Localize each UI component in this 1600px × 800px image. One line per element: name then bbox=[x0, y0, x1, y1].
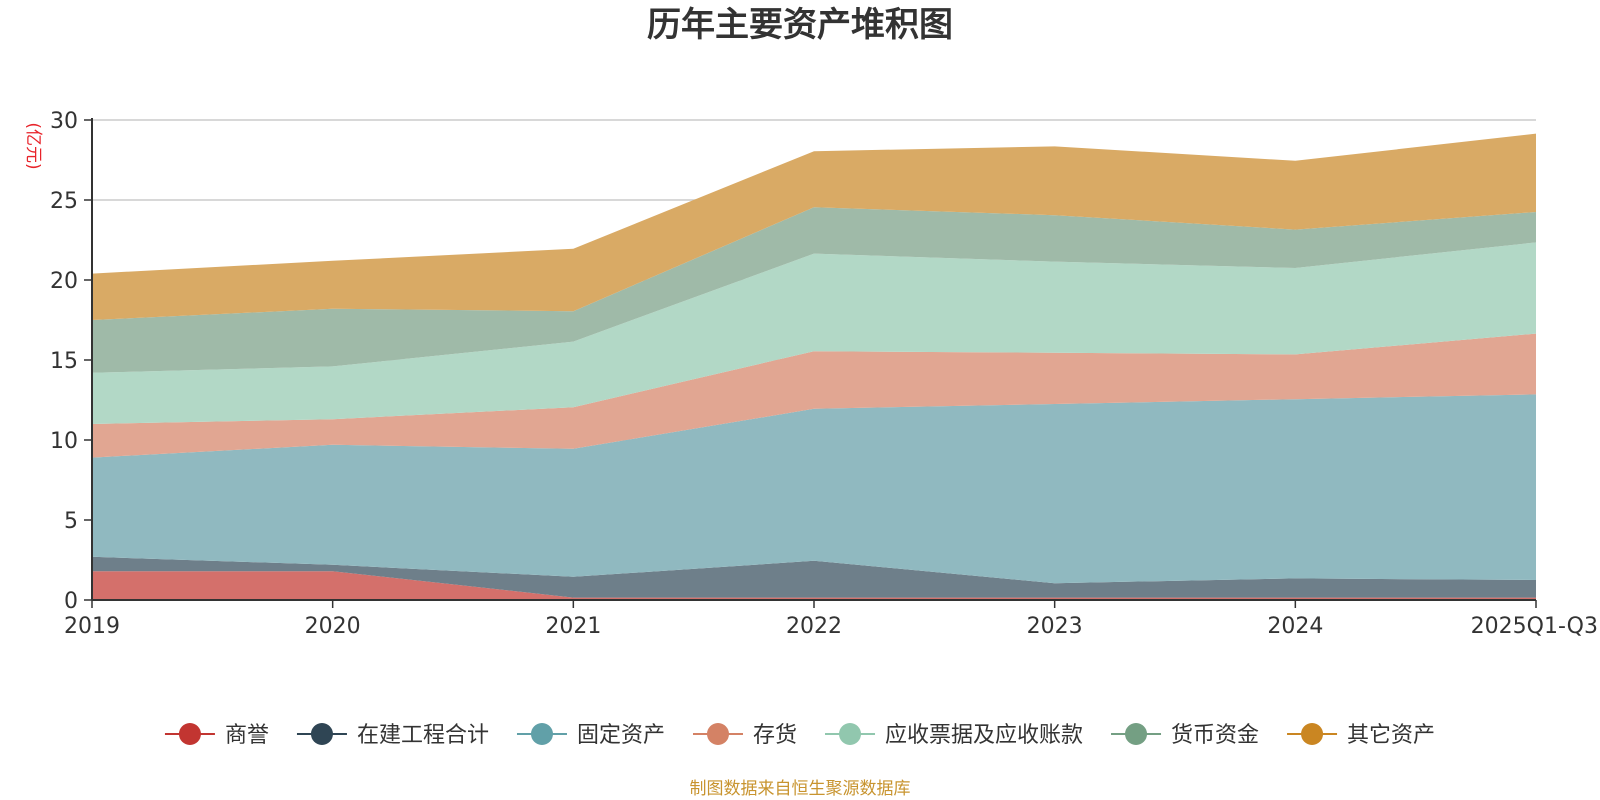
area-series-1[interactable] bbox=[92, 571, 1536, 600]
x-tick-label: 2024 bbox=[1267, 614, 1323, 639]
y-tick-label: 25 bbox=[50, 189, 78, 214]
y-tick-label: 5 bbox=[64, 509, 78, 534]
y-axis-unit-label: (亿元) bbox=[23, 122, 43, 169]
legend[interactable]: 商誉 在建工程合计 固定资产 存货 应收票据及应收账款 货币资金 其它资产 bbox=[164, 723, 1435, 748]
y-tick-label: 30 bbox=[50, 109, 78, 134]
legend-item-4[interactable]: 存货 bbox=[692, 723, 797, 748]
legend-label: 存货 bbox=[753, 723, 797, 748]
legend-label: 其它资产 bbox=[1347, 723, 1435, 748]
area-series-7[interactable] bbox=[92, 133, 1536, 320]
legend-label: 在建工程合计 bbox=[357, 723, 489, 748]
legend-label: 货币资金 bbox=[1171, 723, 1259, 748]
legend-circle-marker bbox=[1125, 723, 1148, 745]
x-tick-label: 2025Q1-Q3 bbox=[1471, 614, 1598, 639]
area-series-3[interactable] bbox=[92, 394, 1536, 584]
legend-item-6[interactable]: 货币资金 bbox=[1111, 723, 1259, 748]
x-tick-label: 2023 bbox=[1027, 614, 1083, 639]
x-tick-label: 2020 bbox=[305, 614, 361, 639]
legend-label: 固定资产 bbox=[577, 723, 665, 748]
legend-label: 应收票据及应收账款 bbox=[885, 723, 1083, 748]
legend-circle-marker bbox=[310, 723, 333, 745]
legend-label: 商誉 bbox=[225, 723, 269, 748]
area-series-group bbox=[92, 133, 1536, 600]
x-tick-label: 2019 bbox=[64, 614, 120, 639]
y-tick-label: 0 bbox=[64, 589, 78, 614]
legend-item-2[interactable]: 在建工程合计 bbox=[296, 723, 489, 748]
y-tick-label: 10 bbox=[50, 429, 78, 454]
x-tick-label: 2022 bbox=[786, 614, 842, 639]
legend-circle-marker bbox=[1301, 723, 1324, 745]
axes: 0 5 10 15 20 25 30 2019 2020 2021 2022 2023 2024 2025… bbox=[50, 109, 1598, 639]
legend-circle-marker bbox=[530, 723, 553, 745]
legend-item-5[interactable]: 应收票据及应收账款 bbox=[825, 723, 1083, 748]
x-tick-label: 2021 bbox=[545, 614, 601, 639]
area-series-6[interactable] bbox=[92, 207, 1536, 373]
legend-item-7[interactable]: 其它资产 bbox=[1287, 723, 1435, 748]
legend-item-1[interactable]: 商誉 bbox=[164, 723, 269, 748]
y-tick-label: 20 bbox=[50, 269, 78, 294]
area-series-5[interactable] bbox=[92, 242, 1536, 424]
legend-item-3[interactable]: 固定资产 bbox=[516, 723, 665, 748]
area-series-2[interactable] bbox=[92, 556, 1536, 598]
legend-circle-marker bbox=[178, 723, 201, 745]
y-tick-label: 15 bbox=[50, 349, 78, 374]
legend-circle-marker bbox=[839, 723, 862, 745]
legend-circle-marker bbox=[706, 723, 729, 745]
chart-title: 历年主要资产堆积图 bbox=[647, 5, 953, 45]
area-series-4[interactable] bbox=[92, 333, 1536, 458]
data-source-note: 制图数据来自恒生聚源数据库 bbox=[690, 779, 911, 799]
